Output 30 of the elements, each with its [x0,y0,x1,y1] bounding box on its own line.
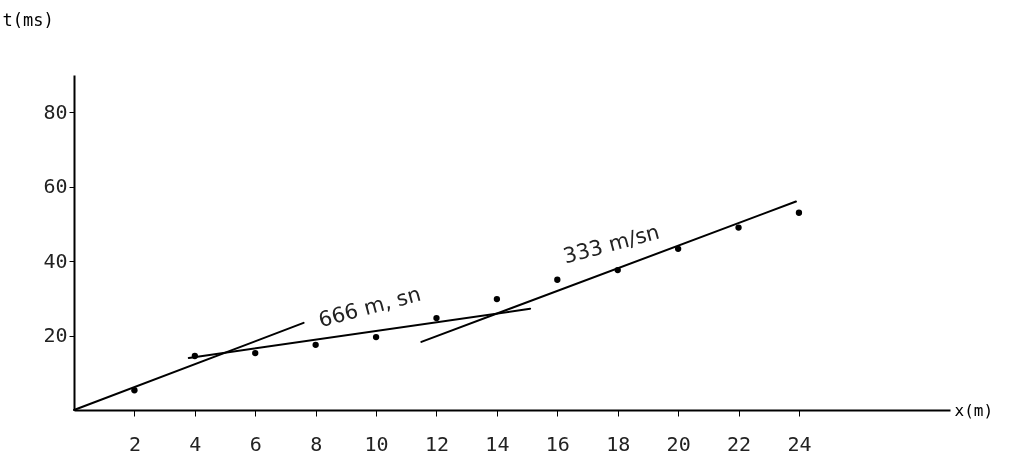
x-tick-label: 18 [606,431,631,456]
point [674,245,682,252]
y-tick-label: 40 [43,248,68,273]
y-tick-label: 20 [43,323,68,348]
x-axis-title: x(m) [954,400,994,420]
annotation: 333 m/sn [560,219,662,269]
x-tick-label: 6 [249,431,262,456]
y-tick-label: 60 [43,174,68,199]
x-tick-label: 8 [310,431,323,456]
y-tick-label: 80 [43,99,68,124]
point [372,333,380,341]
x-tick-label: 14 [485,431,510,456]
x-tick-label: 24 [787,431,812,456]
point [493,295,501,303]
point [252,349,259,357]
annotation: 666 m, sn [315,281,424,333]
point [554,276,561,283]
point [795,209,803,216]
x-tick-label: 10 [364,431,389,456]
y-axis-title: t(ms) [2,9,54,30]
x-tick-label: 12 [424,431,450,456]
point [735,224,742,231]
point [131,387,138,394]
x-tick-label: 16 [545,431,570,456]
x-tick-label: 2 [128,431,141,456]
point [312,341,319,349]
x-tick-label: 22 [727,431,752,456]
x-tick-label: 20 [666,431,691,456]
point [433,314,440,322]
x-tick-label: 4 [189,431,202,456]
